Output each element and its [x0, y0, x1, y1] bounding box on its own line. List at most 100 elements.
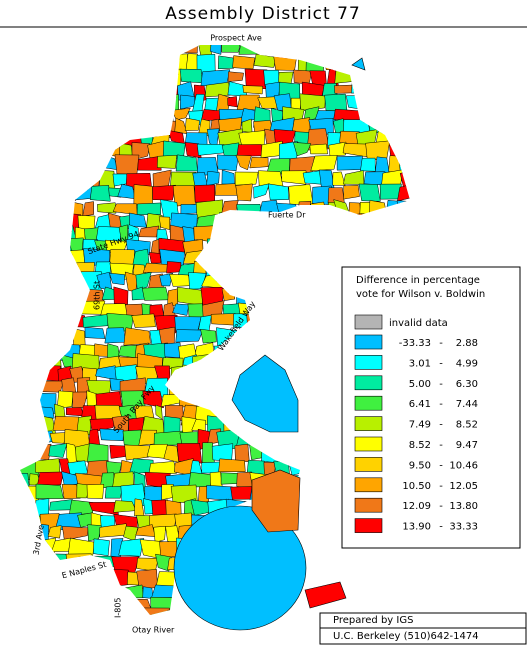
- precinct: [57, 287, 72, 309]
- precinct: [28, 443, 52, 461]
- precinct: [36, 212, 65, 233]
- precinct: [20, 326, 33, 345]
- legend-low: 10.50: [402, 481, 431, 492]
- precinct: [182, 378, 202, 395]
- precinct: [390, 129, 410, 148]
- precinct: [20, 45, 32, 58]
- precinct: [89, 418, 117, 433]
- precinct: [217, 55, 235, 70]
- precinct: [30, 82, 58, 100]
- precinct: [101, 109, 115, 126]
- legend-swatch: [354, 518, 383, 533]
- precinct: [104, 327, 126, 344]
- precinct: [144, 45, 168, 58]
- precinct: [38, 57, 58, 69]
- precinct: [59, 106, 82, 120]
- legend-title: vote for Wilson v. Boldwin: [356, 289, 485, 300]
- precinct: [141, 286, 170, 301]
- precinct: [179, 94, 196, 110]
- precinct: [304, 581, 347, 609]
- precinct: [346, 597, 363, 611]
- precinct: [44, 238, 56, 257]
- precinct: [22, 213, 38, 232]
- precinct: [122, 429, 142, 448]
- precinct: [224, 262, 244, 274]
- precinct: [46, 610, 58, 615]
- precinct: [182, 45, 199, 54]
- precinct: [174, 117, 188, 135]
- precinct: [82, 201, 95, 217]
- street-label: 69th St: [93, 281, 102, 310]
- precinct: [305, 353, 327, 371]
- precinct: [328, 141, 347, 157]
- precinct: [20, 215, 28, 231]
- precinct: [255, 287, 275, 307]
- precinct: [147, 70, 160, 87]
- precinct: [86, 483, 105, 499]
- precinct: [351, 57, 366, 71]
- precinct: [252, 251, 281, 268]
- precinct: [170, 365, 185, 380]
- precinct: [208, 376, 226, 400]
- precinct: [370, 553, 389, 570]
- precinct: [118, 538, 145, 557]
- precinct: [313, 393, 331, 407]
- precinct: [130, 81, 158, 98]
- precinct: [33, 157, 54, 175]
- precinct: [111, 108, 137, 129]
- precinct: [109, 272, 126, 286]
- precinct: [47, 525, 62, 539]
- precinct: [94, 569, 110, 591]
- precinct: [236, 430, 263, 447]
- precinct: [276, 326, 303, 345]
- legend-swatch: [354, 457, 383, 472]
- precinct: [70, 129, 87, 148]
- precinct: [20, 185, 38, 203]
- precinct: [30, 353, 51, 376]
- precinct: [298, 326, 322, 349]
- precinct: [171, 107, 191, 121]
- precinct: [399, 554, 410, 567]
- precinct: [316, 416, 340, 431]
- precinct: [208, 355, 222, 371]
- precinct: [175, 329, 204, 343]
- legend-high: 2.88: [456, 338, 478, 349]
- precinct: [51, 140, 76, 159]
- precinct: [123, 327, 151, 346]
- precinct: [328, 224, 355, 242]
- precinct: [99, 428, 124, 442]
- legend-separator: -: [439, 338, 443, 349]
- precinct: [116, 45, 130, 51]
- precinct: [40, 109, 63, 130]
- precinct: [35, 95, 55, 114]
- precinct: [235, 154, 252, 171]
- precinct: [200, 329, 217, 344]
- precinct: [313, 498, 332, 513]
- precinct: [77, 106, 105, 126]
- precinct: [240, 262, 256, 279]
- precinct: [20, 312, 43, 329]
- precinct: [390, 597, 410, 613]
- precinct: [124, 444, 151, 461]
- precinct: [285, 343, 310, 362]
- legend-separator: -: [439, 379, 443, 390]
- precinct: [343, 170, 365, 185]
- precinct: [234, 443, 250, 462]
- legend-high: 33.33: [449, 522, 478, 533]
- precinct: [310, 459, 331, 480]
- legend-separator: -: [439, 358, 443, 369]
- precinct: [20, 404, 36, 421]
- legend-low: 8.52: [409, 440, 431, 451]
- precinct: [235, 183, 253, 202]
- precinct: [135, 271, 152, 292]
- precinct: [307, 524, 327, 544]
- precinct: [258, 239, 277, 254]
- precinct: [289, 365, 310, 380]
- street-label: Otay River: [132, 626, 175, 635]
- precinct: [404, 81, 410, 100]
- precinct: [54, 54, 82, 73]
- precinct: [332, 171, 346, 186]
- precinct: [28, 120, 57, 134]
- precinct: [56, 608, 69, 615]
- precinct: [238, 326, 261, 346]
